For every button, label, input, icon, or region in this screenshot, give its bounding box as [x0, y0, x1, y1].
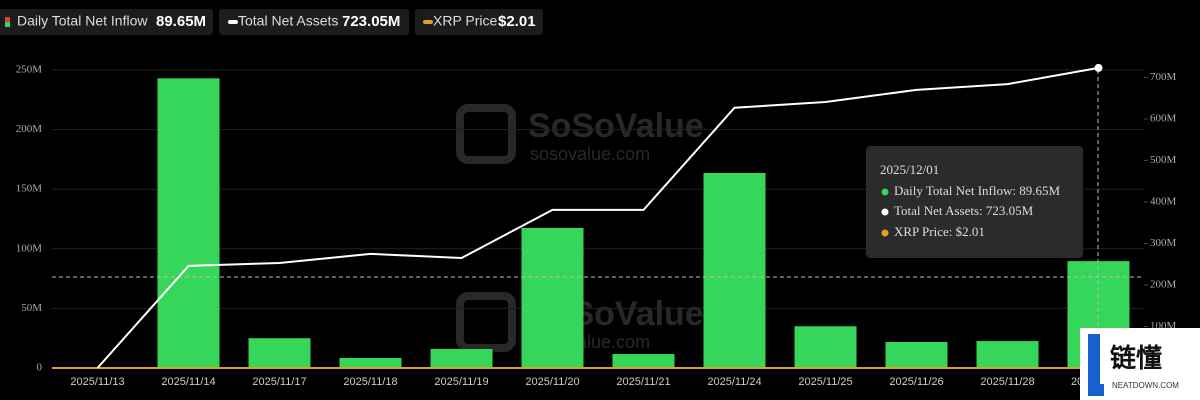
- legend-value: 89.65M: [156, 13, 206, 30]
- y2-tick-label: 700M: [1150, 71, 1177, 83]
- bar: [885, 342, 948, 368]
- logo-text: 链懂: [1110, 343, 1162, 373]
- logo: 链懂 NEATDOWN.COM: [1080, 328, 1200, 400]
- legend-icon: [5, 17, 10, 22]
- legend-value: 723.05M: [342, 13, 400, 30]
- x-tick-label: 2025/11/14: [161, 376, 215, 388]
- bar: [976, 341, 1039, 368]
- logo-mark: [1088, 334, 1104, 396]
- legend-value: $2.01: [498, 13, 536, 30]
- tooltip-title: 2025/12/01: [880, 162, 939, 177]
- x-tick-label: 2025/11/28: [980, 376, 1034, 388]
- line: [96, 66, 1099, 369]
- legend-icon: [228, 20, 238, 24]
- x-tick-label: 2025/11/17: [252, 376, 306, 388]
- bar: [339, 357, 402, 368]
- y2-tick-label: 500M: [1150, 154, 1177, 166]
- bar: [794, 326, 857, 368]
- legend-icon: [5, 22, 10, 27]
- bar: [248, 338, 311, 368]
- legend-icon: [423, 20, 433, 24]
- x-tick-label: 2025/11/18: [343, 376, 397, 388]
- x-tick-label: 2025/11/25: [798, 376, 852, 388]
- tooltip-dot: [881, 229, 889, 237]
- watermark: SoSoValue sosovalue.com SoSoValue sosova…: [456, 104, 704, 352]
- y2-tick-label: 600M: [1150, 113, 1177, 125]
- tooltip-line: XRP Price: $2.01: [894, 224, 985, 239]
- legend-pill[interactable]: [219, 9, 409, 35]
- watermark-icon: [456, 104, 516, 164]
- watermark-url: sosovalue.com: [530, 144, 650, 164]
- bar: [430, 348, 493, 368]
- x-tick-label: 2025/11/20: [525, 376, 579, 388]
- legend-label: XRP Price: [433, 13, 498, 29]
- y-tick-label: 100M: [16, 242, 43, 254]
- y-tick-label: 200M: [16, 123, 43, 135]
- tooltip-line: Total Net Assets: 723.05M: [894, 203, 1034, 218]
- bar: [521, 227, 584, 368]
- y2-tick-label: 300M: [1150, 237, 1177, 249]
- bar: [157, 78, 220, 369]
- legend-pill[interactable]: [415, 9, 543, 35]
- bar: [612, 354, 675, 368]
- watermark-icon: [456, 292, 516, 352]
- tooltip-dot: [881, 208, 889, 216]
- tooltip-dot: [881, 188, 889, 196]
- y-tick-label: 0: [37, 362, 43, 374]
- x-tick-label: 2025/11/19: [434, 376, 488, 388]
- point: [1094, 63, 1103, 72]
- tooltip-box: [866, 146, 1083, 258]
- y2-tick-label: 200M: [1150, 279, 1177, 291]
- x-tick-label: 2025/11/21: [616, 376, 670, 388]
- watermark-name: SoSoValue: [528, 107, 704, 145]
- bar: [703, 172, 766, 368]
- y2-tick-label: 400M: [1150, 196, 1177, 208]
- y-tick-label: 250M: [16, 64, 43, 76]
- x-tick-label: 2025/11/24: [707, 376, 761, 388]
- plot: 050M100M150M200M250M100M200M300M400M500M…: [16, 64, 1177, 374]
- y-tick-label: 150M: [16, 183, 43, 195]
- legend-label: Total Net Assets: [238, 13, 338, 29]
- y-tick-label: 50M: [21, 302, 42, 314]
- legend-label: Daily Total Net Inflow: [17, 13, 148, 29]
- legend-pill[interactable]: [0, 9, 213, 35]
- tooltip: 2025/12/01 Daily Total Net Inflow: 89.65…: [866, 146, 1083, 258]
- logo-url: NEATDOWN.COM: [1112, 381, 1179, 390]
- tooltip-line: Daily Total Net Inflow: 89.65M: [894, 183, 1060, 198]
- x-tick-label: 2025/11/26: [889, 376, 943, 388]
- x-tick-label: 2025/11/13: [70, 376, 124, 388]
